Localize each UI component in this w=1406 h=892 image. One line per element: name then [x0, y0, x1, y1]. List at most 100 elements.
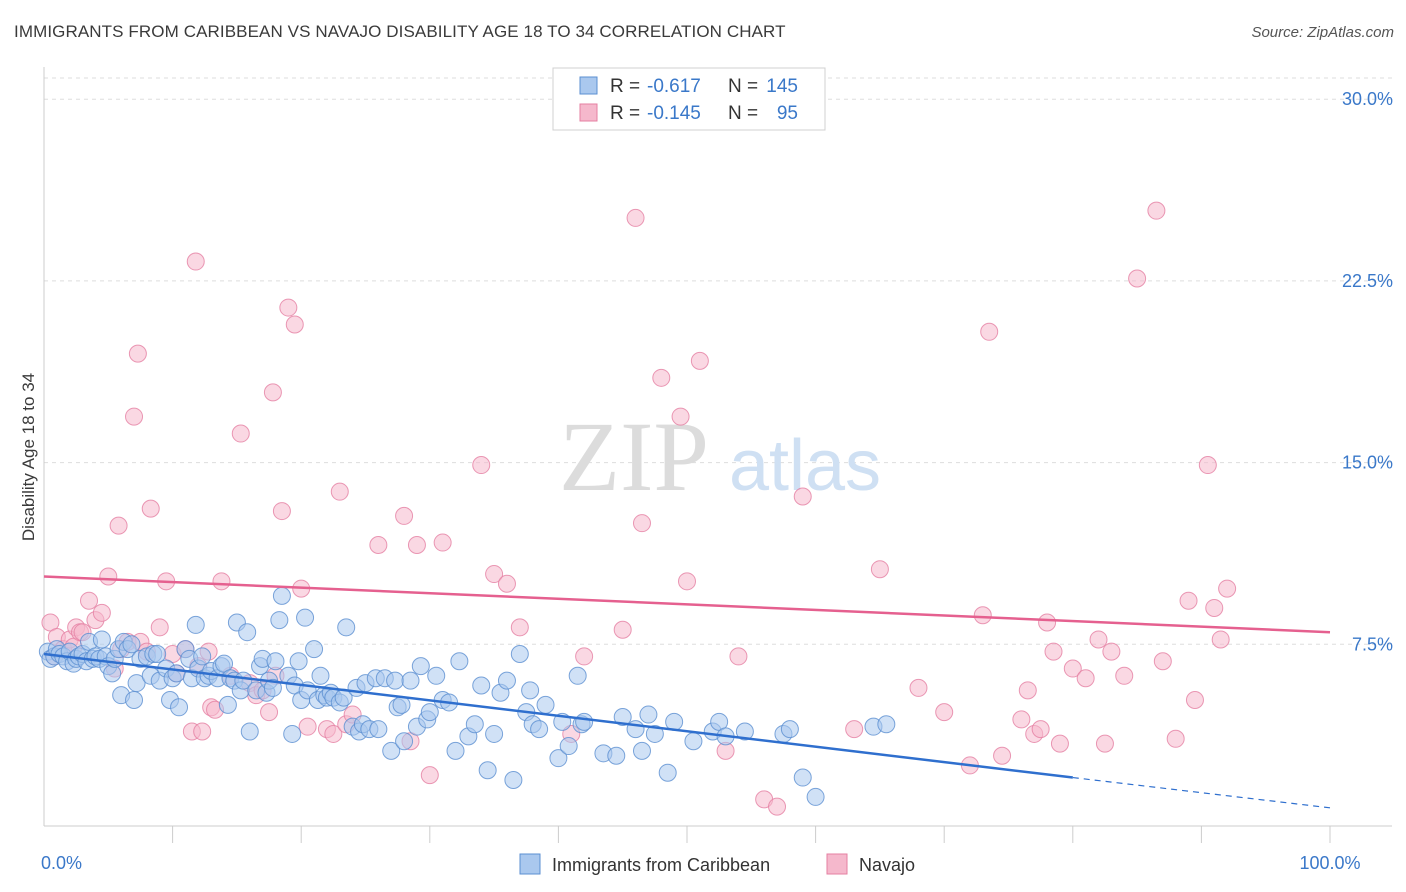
caribbean-point-105: [427, 666, 446, 685]
x-tick-label-0: 0.0%: [41, 853, 82, 873]
caribbean-point-28: [127, 674, 146, 693]
caribbean-point-145: [780, 720, 799, 739]
caribbean-point-120: [521, 681, 540, 700]
navajo-point-76: [793, 487, 812, 506]
legend-series: Immigrants from Caribbean Navajo: [519, 853, 915, 875]
y-tick-label-0: 7.5%: [1352, 634, 1393, 654]
legend-bottom-swatch-pink: [826, 853, 848, 875]
navajo-point-102: [1179, 591, 1198, 610]
x-tick-labels: 0.0% 100.0%: [41, 853, 1361, 873]
legend-swatch-blue: [579, 76, 598, 95]
navajo-point-61: [497, 574, 516, 593]
navajo-point-67: [632, 514, 651, 533]
caribbean-point-33: [148, 644, 167, 663]
navajo-point-97: [1115, 666, 1134, 685]
navajo-point-59: [472, 456, 491, 475]
navajo-point-90: [1044, 642, 1063, 661]
caribbean-point-72: [289, 652, 308, 671]
caribbean-point-124: [549, 749, 568, 768]
legend-n-label-2: N =: [728, 103, 758, 124]
caribbean-point-108: [446, 741, 465, 760]
caribbean-point-66: [266, 652, 285, 671]
navajo-point-11: [92, 603, 111, 622]
navajo-point-83: [980, 322, 999, 341]
navajo-trend-line: [43, 575, 1331, 634]
caribbean-point-143: [735, 722, 754, 741]
caribbean-point-135: [639, 705, 658, 724]
navajo-point-105: [1205, 598, 1224, 617]
source-label: Source: ZipAtlas.com: [1251, 24, 1394, 41]
navajo-point-107: [1218, 579, 1237, 598]
navajo-point-95: [1095, 734, 1114, 753]
navajo-point-103: [1185, 691, 1204, 710]
navajo-point-21: [141, 499, 160, 518]
navajo-point-41: [263, 383, 282, 402]
navajo-point-94: [1089, 630, 1108, 649]
navajo-point-66: [626, 208, 645, 227]
caribbean-point-100: [401, 671, 420, 690]
caribbean-point-122: [530, 720, 549, 739]
caribbean-point-76: [305, 640, 324, 659]
caribbean-point-134: [632, 741, 651, 760]
navajo-point-101: [1166, 729, 1185, 748]
navajo-point-84: [993, 746, 1012, 765]
navajo-point-99: [1147, 201, 1166, 220]
navajo-point-70: [678, 572, 696, 591]
navajo-point-50: [330, 482, 349, 501]
navajo-point-56: [407, 535, 426, 554]
navajo-point-28: [186, 252, 205, 271]
caribbean-point-123: [536, 695, 555, 714]
caribbean-point-67: [270, 611, 289, 630]
caribbean-point-38: [167, 664, 186, 683]
navajo-point-54: [395, 506, 414, 525]
navajo-point-100: [1153, 652, 1172, 671]
caribbean-trend-extension: [1072, 776, 1331, 809]
navajo-point-64: [575, 647, 594, 666]
caribbean-point-127: [568, 666, 587, 685]
caribbean-point-113: [478, 761, 497, 780]
navajo-point-14: [109, 516, 128, 535]
legend-stats: R = -0.617 N = 145 R = -0.145 N = 95: [552, 67, 826, 131]
legend-r-value-1: -0.617: [647, 76, 701, 97]
caribbean-point-111: [465, 715, 484, 734]
caribbean-point-146: [793, 768, 812, 787]
caribbean-point-104: [420, 703, 439, 722]
caribbean-point-43: [186, 615, 205, 634]
caribbean-point-95: [382, 741, 401, 760]
navajo-point-40: [260, 703, 279, 722]
gridlines: [44, 77, 1392, 645]
caribbean-point-59: [240, 722, 259, 741]
navajo-point-53: [369, 535, 388, 554]
navajo-point-30: [193, 722, 212, 741]
navajo-point-45: [285, 315, 304, 334]
legend-n-value-2: 95: [777, 103, 798, 124]
caribbean-point-131: [607, 746, 626, 765]
caribbean-point-132: [613, 707, 632, 726]
navajo-point-80: [935, 703, 954, 722]
watermark: ZIP atlas: [559, 401, 881, 512]
trend-lines: [43, 575, 1331, 809]
caribbean-point-17: [92, 630, 111, 649]
legend-r-label-2: R =: [610, 103, 640, 124]
navajo-point-78: [870, 560, 889, 579]
caribbean-point-96: [386, 671, 405, 690]
axes: [43, 67, 1392, 843]
navajo-point-79: [909, 678, 928, 697]
navajo-point-88: [1031, 720, 1050, 739]
caribbean-trend-line: [43, 652, 1073, 779]
navajo-point-68: [652, 368, 671, 387]
navajo-point-65: [613, 620, 632, 639]
caribbean-point-98: [392, 695, 411, 714]
y-tick-label-2: 22.5%: [1342, 271, 1393, 291]
navajo-point-34: [212, 572, 231, 591]
caribbean-point-126: [559, 737, 578, 756]
navajo-point-98: [1128, 269, 1147, 288]
legend-swatch-pink: [579, 103, 598, 122]
caribbean-point-116: [497, 671, 516, 690]
navajo-point-17: [125, 407, 144, 426]
caribbean-point-137: [658, 763, 677, 782]
caribbean-point-78: [311, 666, 330, 685]
caribbean-point-58: [238, 623, 257, 642]
y-tick-labels: 7.5% 15.0% 22.5% 30.0%: [1342, 89, 1393, 654]
navajo-point-49: [324, 724, 343, 743]
